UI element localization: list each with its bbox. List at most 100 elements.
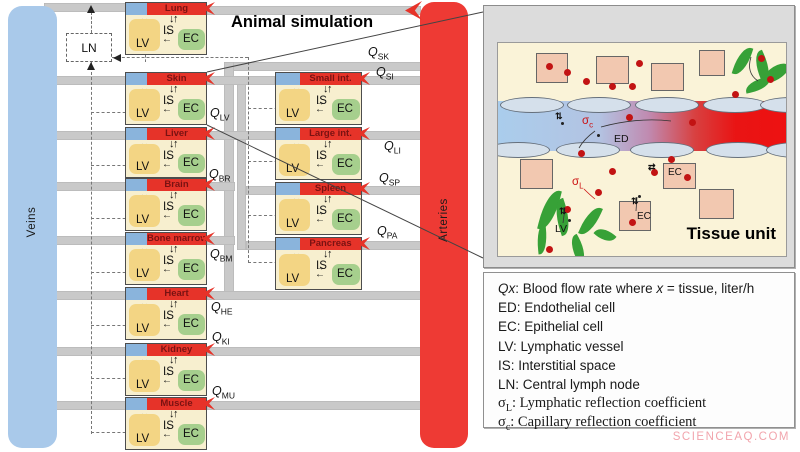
is-ec-exchange-arrows: → ← bbox=[162, 422, 172, 440]
organ-header-vein bbox=[276, 238, 300, 250]
organ-name: Kidney bbox=[160, 344, 193, 355]
tissue-unit-canvas: σc ED σL LV EC EC Tissue unit ⇅ ⇄ ⇅ ⇅ bbox=[497, 42, 787, 257]
vascular-is-exchange-arrows: ↓↑ bbox=[169, 354, 179, 366]
vascular-is-exchange-arrows: ↓↑ bbox=[169, 189, 179, 201]
ec-label: EC bbox=[183, 156, 199, 169]
lymph-line-horizontal bbox=[112, 57, 248, 58]
is-label: IS bbox=[316, 95, 327, 107]
endothelial-cell bbox=[556, 142, 620, 158]
lv-label: LV bbox=[136, 161, 150, 173]
tissue-unit-title: Tissue unit bbox=[686, 224, 776, 243]
organ-header-vein bbox=[126, 288, 147, 300]
is-label: IS bbox=[163, 420, 174, 432]
lymph-line-horizontal bbox=[248, 108, 283, 109]
legend-line-6: σL: Lymphatic reflection coefficient bbox=[498, 395, 707, 415]
sigma-c-label: σc bbox=[582, 115, 594, 130]
lymph-arrow-up bbox=[87, 5, 95, 13]
connector-bar bbox=[362, 76, 421, 85]
watermark: SCIENCEAQ.COM bbox=[672, 431, 790, 443]
epithelial-cell-square bbox=[619, 201, 651, 231]
is-ec-exchange-arrows: → ← bbox=[315, 97, 325, 115]
lymph-line-vertical bbox=[91, 62, 92, 434]
ec-label: EC bbox=[183, 317, 199, 330]
organ-header-vein bbox=[276, 73, 300, 85]
epithelial-cell-compartment: EC bbox=[178, 154, 205, 173]
lymph-line-horizontal bbox=[91, 112, 131, 113]
flow-label-li: QLI bbox=[384, 139, 401, 156]
lv-label: LV bbox=[136, 38, 150, 50]
legend-line-3: LV: Lymphatic vessel bbox=[498, 338, 624, 354]
flow-label-br: QBR bbox=[209, 167, 231, 184]
flow-label-mu: QMU bbox=[212, 384, 235, 401]
legend-line-7: σc: Capillary reflection coefficient bbox=[498, 414, 697, 434]
organ-header-artery: Bone marrow bbox=[147, 233, 208, 245]
epithelial-cell-compartment: EC bbox=[178, 424, 205, 445]
flow-label-ki: QKI bbox=[212, 330, 230, 347]
epithelial-cell-square bbox=[596, 56, 629, 84]
organ-header-vein bbox=[126, 233, 147, 245]
connector-bar bbox=[44, 182, 128, 191]
organ-header-vein bbox=[276, 128, 300, 140]
flow-label-bm: QBM bbox=[210, 247, 233, 264]
epithelial-cell-compartment: EC bbox=[178, 259, 205, 280]
endothelial-cell bbox=[498, 142, 550, 158]
epithelial-cell-compartment: EC bbox=[332, 99, 360, 120]
vascular-is-exchange-arrows: ↓↑ bbox=[323, 248, 333, 260]
endothelial-cell bbox=[500, 97, 564, 113]
lymph-line-vertical bbox=[91, 12, 92, 33]
epithelial-cell-compartment: EC bbox=[332, 209, 360, 230]
connector-bar bbox=[207, 291, 421, 300]
lymphatic-vessel-leaf bbox=[731, 44, 754, 78]
is-label: IS bbox=[163, 310, 174, 322]
connector-bar bbox=[44, 3, 128, 12]
lymphatic-vessel-leaf bbox=[566, 233, 590, 256]
is-ec-exchange-arrows: → ← bbox=[162, 257, 172, 275]
is-label: IS bbox=[163, 95, 174, 107]
organ-name: Skin bbox=[166, 73, 187, 84]
organ-name: Lung bbox=[164, 3, 189, 14]
organ-header-artery: Liver bbox=[147, 128, 206, 140]
lv-label: LV bbox=[286, 108, 300, 120]
transport-arrow: ⇅ bbox=[555, 111, 563, 121]
is-ec-exchange-arrows: → ← bbox=[315, 262, 325, 280]
ec-label: EC bbox=[183, 262, 199, 275]
connector-bar bbox=[237, 76, 246, 250]
connector-bar bbox=[44, 131, 128, 140]
arteries-label: Arteries bbox=[438, 198, 450, 242]
vascular-is-exchange-arrows: ↓↑ bbox=[169, 138, 179, 150]
organ-header-artery: Small int. bbox=[300, 73, 361, 85]
organ-header-vein bbox=[126, 73, 147, 85]
transport-dot bbox=[597, 134, 600, 137]
flow-label-he: QHE bbox=[211, 300, 233, 317]
flow-label-pa: QPA bbox=[377, 224, 398, 241]
lymphatic-vessel-leaf bbox=[593, 223, 617, 247]
lymphatic-vessel-compartment: LV bbox=[279, 254, 310, 286]
ec-label: EC bbox=[183, 208, 199, 221]
transport-arrow: ⇅ bbox=[559, 206, 567, 216]
lymphatic-vessel-compartment: LV bbox=[129, 414, 160, 446]
ec-label: EC bbox=[337, 157, 353, 170]
drug-molecule-dot bbox=[564, 69, 571, 76]
connector-bar bbox=[44, 291, 128, 300]
flow-label-si: QSI bbox=[376, 65, 394, 82]
epithelial-cell-compartment: EC bbox=[178, 29, 205, 50]
lymph-arrow-left bbox=[113, 54, 121, 62]
drug-molecule-dot bbox=[595, 189, 602, 196]
flow-label-lv: QLV bbox=[210, 106, 230, 123]
lymphatic-vessel-compartment: LV bbox=[129, 249, 160, 281]
drug-molecule-dot bbox=[636, 60, 643, 67]
lymph-node-box: LN bbox=[66, 33, 112, 62]
transport-arrow: ⇄ bbox=[648, 162, 656, 172]
organ-header-artery: Skin bbox=[147, 73, 206, 85]
vascular-is-exchange-arrows: ↓↑ bbox=[323, 193, 333, 205]
is-ec-exchange-arrows: → ← bbox=[162, 97, 172, 115]
lymphatic-vessel-compartment: LV bbox=[129, 360, 160, 392]
legend-line-1: ED: Endothelial cell bbox=[498, 300, 616, 316]
